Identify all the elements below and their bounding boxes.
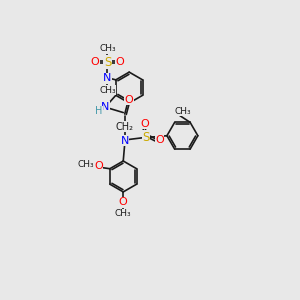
Text: CH₃: CH₃ (115, 209, 132, 218)
Text: CH₃: CH₃ (78, 160, 94, 169)
Text: O: O (91, 57, 99, 67)
Text: O: O (119, 197, 128, 207)
Text: O: O (140, 119, 149, 129)
Text: O: O (116, 57, 124, 67)
Text: O: O (94, 161, 103, 171)
Text: O: O (125, 95, 134, 105)
Text: S: S (142, 131, 150, 144)
Text: N: N (101, 102, 110, 112)
Text: CH₃: CH₃ (99, 44, 116, 53)
Text: CH₃: CH₃ (174, 107, 191, 116)
Text: N: N (121, 136, 129, 146)
Text: N: N (103, 74, 112, 83)
Text: H: H (95, 106, 103, 116)
Text: CH₂: CH₂ (116, 122, 134, 131)
Text: S: S (104, 56, 111, 68)
Text: CH₃: CH₃ (99, 86, 116, 95)
Text: O: O (155, 135, 164, 145)
